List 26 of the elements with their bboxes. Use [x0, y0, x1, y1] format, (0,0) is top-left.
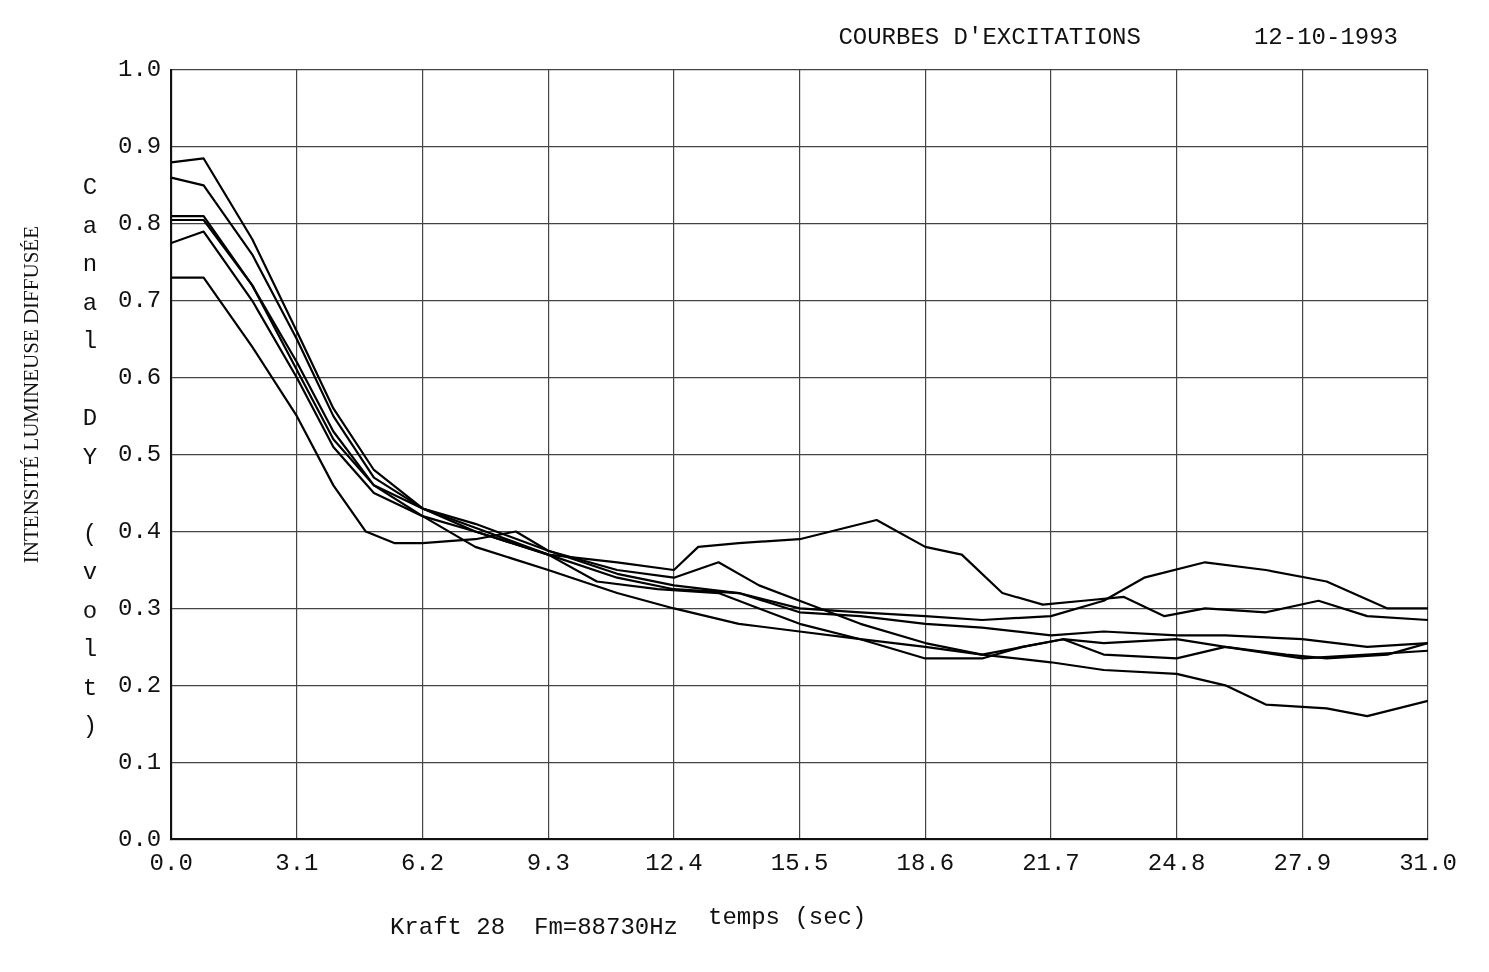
x-tick-label: 24.8 [1147, 849, 1206, 877]
y-tick-label: 0.7 [117, 287, 162, 315]
y-tick-label: 0.1 [117, 748, 162, 776]
text: Kraft 28 Fm=88730Hz [389, 913, 678, 941]
x-tick-label: 9.3 [526, 849, 570, 877]
x-tick-label: 18.6 [896, 849, 955, 877]
x-axis-title: temps (sec) [708, 903, 867, 931]
text: 12-10-1993 [1253, 24, 1398, 52]
y-tick-label: 0.3 [117, 594, 162, 622]
y-tick-label: 1.0 [117, 56, 162, 84]
y-tick-label: 0.6 [117, 364, 162, 392]
y-tick-label: 0.4 [117, 517, 162, 545]
y-tick-label: 0.2 [117, 671, 162, 699]
x-tick-label: 15.5 [770, 849, 829, 877]
x-tick-label: 31.0 [1399, 849, 1457, 877]
y-tick-label: 0.5 [117, 440, 162, 468]
x-tick-label: 27.9 [1273, 849, 1332, 877]
chart-title: COURBES D'EXCITATIONS [838, 24, 1141, 52]
text: Canal DY (volt) [82, 174, 98, 741]
text: INTENSITÉ LUMINEUSE DIFFUSÉE [18, 226, 43, 564]
x-tick-label: 6.2 [400, 849, 445, 877]
y-tick-label: 0.8 [117, 210, 162, 238]
y-tick-label: 0.9 [117, 133, 162, 161]
x-tick-label: 12.4 [645, 849, 703, 877]
x-tick-label: 21.7 [1022, 849, 1080, 877]
x-tick-label: 3.1 [275, 849, 319, 877]
